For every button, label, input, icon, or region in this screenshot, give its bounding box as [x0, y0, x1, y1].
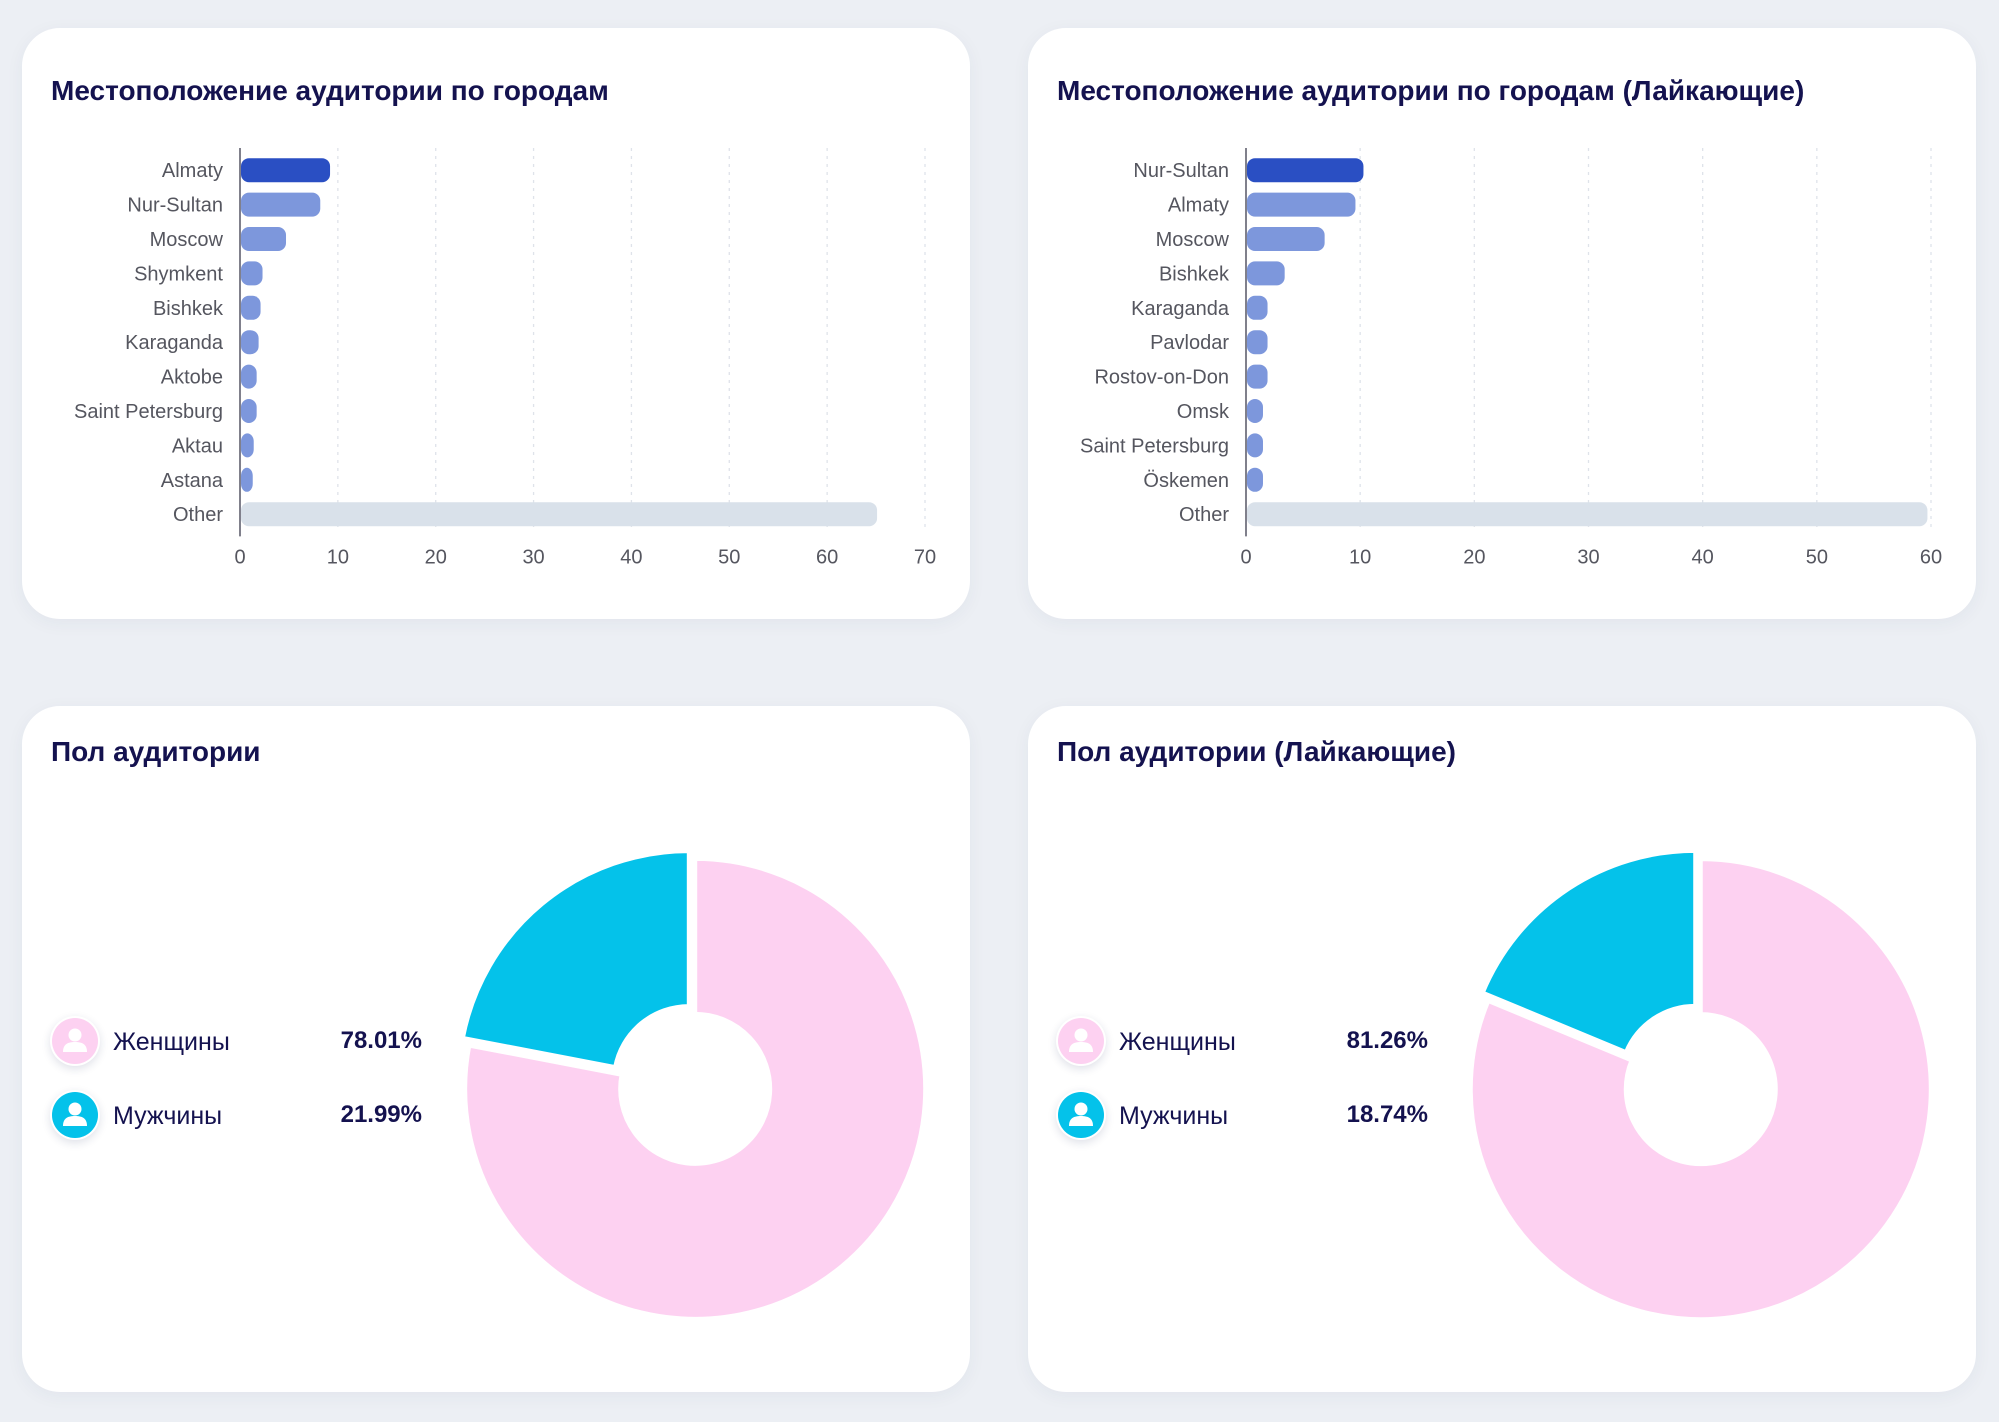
category-label: Karaganda [1131, 298, 1230, 320]
bar-shymkent[interactable] [241, 261, 263, 286]
category-label: Astana [161, 470, 224, 492]
slice-men[interactable] [1480, 848, 1698, 1055]
x-tick-label: 50 [718, 546, 740, 568]
legend-value-women: 81.26% [1346, 1027, 1428, 1054]
category-label: Shymkent [134, 263, 223, 285]
category-label: Other [1179, 504, 1229, 526]
x-tick-label: 10 [1349, 546, 1371, 568]
bar-moscow[interactable] [1247, 227, 1325, 251]
bar--skemen[interactable] [1247, 467, 1263, 492]
bar-moscow[interactable] [241, 227, 287, 251]
legend-label-men: Мужчины [1119, 1102, 1229, 1130]
bar-karaganda[interactable] [241, 330, 259, 355]
category-label: Bishkek [153, 298, 224, 320]
bar-astana[interactable] [241, 467, 253, 492]
x-tick-label: 10 [327, 546, 349, 568]
bar-pavlodar[interactable] [1247, 330, 1268, 355]
legend-value-men: 18.74% [1346, 1101, 1428, 1128]
gender-chart-card: Пол аудитории Женщины 78.01% Мужчи [22, 706, 970, 1392]
category-label: Almaty [162, 160, 223, 182]
x-tick-label: 30 [522, 546, 544, 568]
bar-almaty[interactable] [241, 158, 331, 183]
category-label: Saint Petersburg [74, 401, 223, 423]
slice-men[interactable] [460, 849, 691, 1070]
women-user-icon [1056, 1016, 1106, 1066]
category-label: Saint Petersburg [1080, 435, 1229, 457]
bar-nur-sultan[interactable] [241, 192, 321, 217]
legend-item-women[interactable]: Женщины 81.26% [1056, 1012, 1456, 1070]
bar-karaganda[interactable] [1247, 295, 1268, 320]
card-title: Местоположение аудитории по городам [51, 75, 609, 106]
x-tick-label: 20 [425, 546, 447, 568]
bar-bishkek[interactable] [241, 295, 261, 320]
bar-aktobe[interactable] [241, 364, 257, 389]
legend-item-men[interactable]: Мужчины 18.74% [1056, 1086, 1456, 1144]
bar-bishkek[interactable] [1247, 261, 1285, 286]
city-chart-card: Местоположение аудитории по городам Alma… [22, 28, 970, 619]
x-tick-label: 60 [816, 546, 838, 568]
legend-label-women: Женщины [1119, 1028, 1236, 1056]
category-label: Other [173, 504, 223, 526]
category-label: Moscow [1156, 229, 1230, 251]
bar-other[interactable] [241, 502, 878, 527]
bar-almaty[interactable] [1247, 192, 1356, 217]
gender-likers-chart-card: Пол аудитории (Лайкающие) Женщины 81.26% [1028, 706, 1976, 1392]
category-label: Nur-Sultan [127, 195, 223, 217]
men-user-icon [50, 1090, 100, 1140]
x-tick-label: 0 [234, 546, 245, 568]
card-title: Пол аудитории (Лайкающие) [1057, 736, 1456, 767]
slice-women[interactable] [463, 856, 928, 1321]
category-label: Moscow [150, 229, 224, 251]
x-tick-label: 0 [1240, 546, 1251, 568]
city-likers-bar-chart: Nur-Sultan Almaty Moscow Bishkek Karaganda Pa… [1080, 148, 1942, 568]
legend-value-men: 21.99% [340, 1101, 422, 1128]
bar-rostov-on-don[interactable] [1247, 364, 1268, 389]
x-tick-label: 40 [620, 546, 642, 568]
legend-item-men[interactable]: Мужчины 21.99% [50, 1086, 450, 1144]
category-label: Aktau [172, 435, 223, 457]
bar-omsk[interactable] [1247, 399, 1263, 423]
gender-donut-chart [460, 849, 928, 1321]
city-bar-chart: Almaty Nur-Sultan Moscow Shymkent Bishkek Kar… [74, 148, 936, 568]
card-title: Пол аудитории [51, 736, 261, 767]
category-label: Omsk [1177, 401, 1230, 423]
slice-women[interactable] [1468, 857, 1933, 1322]
men-user-icon [1056, 1090, 1106, 1140]
x-tick-label: 40 [1692, 546, 1714, 568]
category-label: Aktobe [161, 367, 223, 389]
category-label: Karaganda [125, 332, 224, 354]
category-label: Öskemen [1143, 470, 1229, 492]
legend-item-women[interactable]: Женщины 78.01% [50, 1012, 450, 1070]
bar-aktau[interactable] [241, 433, 254, 458]
x-tick-label: 70 [914, 546, 936, 568]
gender-likers-donut-chart [1468, 848, 1933, 1322]
gender-legend: Женщины 78.01% Мужчины 21.99% [50, 1012, 450, 1160]
legend-value-women: 78.01% [340, 1027, 422, 1054]
x-tick-label: 50 [1806, 546, 1828, 568]
legend-label-women: Женщины [113, 1028, 230, 1056]
bar-saint-petersburg[interactable] [1247, 433, 1263, 458]
category-label: Almaty [1168, 195, 1229, 217]
bar-nur-sultan[interactable] [1247, 158, 1364, 183]
category-label: Bishkek [1159, 263, 1230, 285]
city-likers-chart-card: Местоположение аудитории по городам (Лай… [1028, 28, 1976, 619]
bar-saint-petersburg[interactable] [241, 399, 257, 423]
women-user-icon [50, 1016, 100, 1066]
category-label: Nur-Sultan [1133, 160, 1229, 182]
category-label: Pavlodar [1150, 332, 1229, 354]
gender-likers-legend: Женщины 81.26% Мужчины 18.74% [1056, 1012, 1456, 1160]
x-tick-label: 20 [1463, 546, 1485, 568]
card-title: Местоположение аудитории по городам (Лай… [1057, 75, 1805, 106]
category-label: Rostov-on-Don [1094, 367, 1229, 389]
x-tick-label: 60 [1920, 546, 1942, 568]
legend-label-men: Мужчины [113, 1102, 223, 1130]
x-tick-label: 30 [1577, 546, 1599, 568]
bar-other[interactable] [1247, 502, 1928, 527]
